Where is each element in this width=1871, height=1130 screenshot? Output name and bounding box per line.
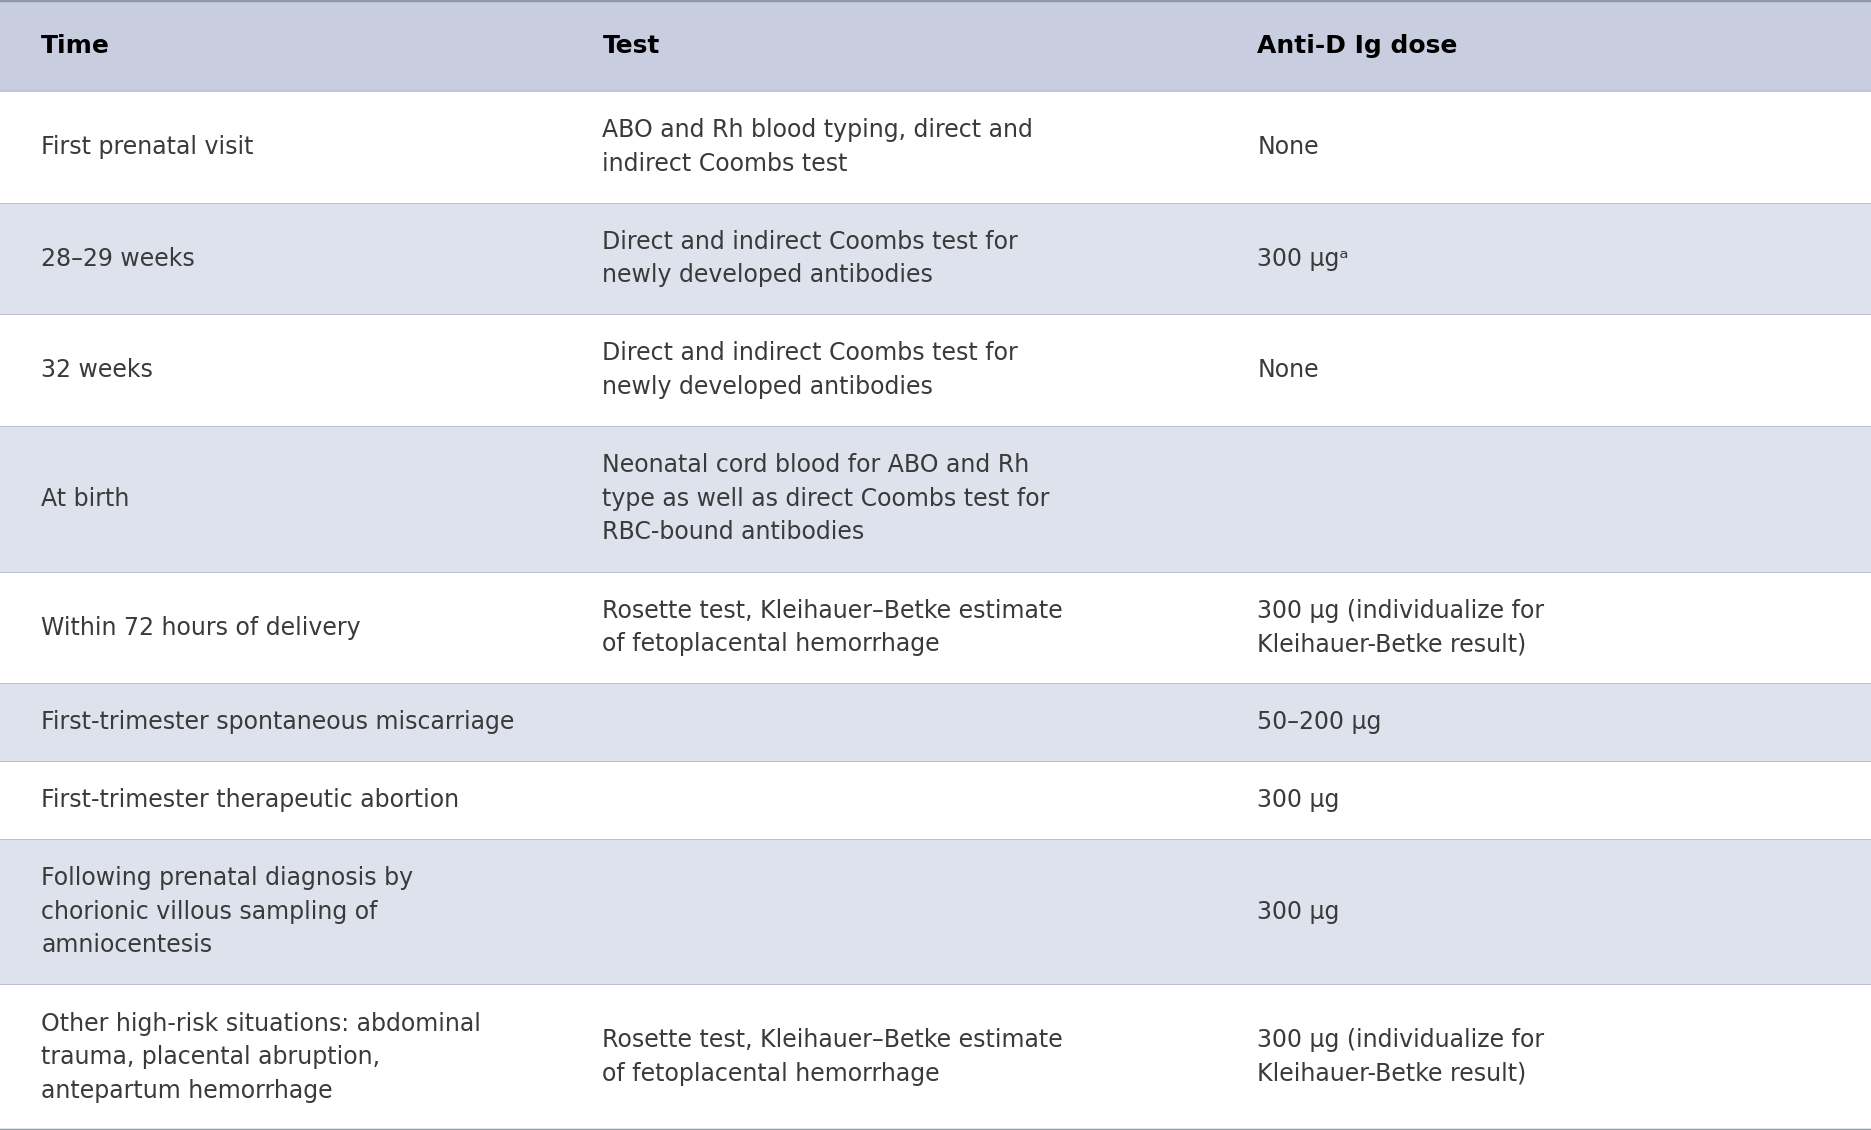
Text: Direct and indirect Coombs test for
newly developed antibodies: Direct and indirect Coombs test for newl… bbox=[602, 229, 1018, 287]
Text: Direct and indirect Coombs test for
newly developed antibodies: Direct and indirect Coombs test for newl… bbox=[602, 341, 1018, 399]
Text: Rosette test, Kleihauer–Betke estimate
of fetoplacental hemorrhage: Rosette test, Kleihauer–Betke estimate o… bbox=[602, 1028, 1063, 1086]
Text: 300 μg (individualize for
Kleihauer-Betke result): 300 μg (individualize for Kleihauer-Betk… bbox=[1257, 1028, 1544, 1086]
Bar bbox=[0, 572, 1871, 684]
Bar bbox=[0, 202, 1871, 314]
Text: ABO and Rh blood typing, direct and
indirect Coombs test: ABO and Rh blood typing, direct and indi… bbox=[602, 119, 1033, 175]
Bar bbox=[0, 0, 1871, 92]
Text: 300 μg: 300 μg bbox=[1257, 788, 1340, 811]
Bar bbox=[0, 760, 1871, 838]
Text: Following prenatal diagnosis by
chorionic villous sampling of
amniocentesis: Following prenatal diagnosis by chorioni… bbox=[41, 866, 413, 957]
Bar bbox=[0, 838, 1871, 984]
Text: None: None bbox=[1257, 358, 1319, 382]
Text: Within 72 hours of delivery: Within 72 hours of delivery bbox=[41, 616, 361, 640]
Text: 300 μgᵃ: 300 μgᵃ bbox=[1257, 246, 1349, 270]
Text: 28–29 weeks: 28–29 weeks bbox=[41, 246, 195, 270]
Text: 300 μg: 300 μg bbox=[1257, 899, 1340, 923]
Text: 32 weeks: 32 weeks bbox=[41, 358, 153, 382]
Text: Neonatal cord blood for ABO and Rh
type as well as direct Coombs test for
RBC-bo: Neonatal cord blood for ABO and Rh type … bbox=[602, 453, 1050, 545]
Text: Test: Test bbox=[602, 34, 660, 58]
Bar bbox=[0, 984, 1871, 1130]
Bar bbox=[0, 92, 1871, 202]
Bar bbox=[0, 684, 1871, 760]
Text: First prenatal visit: First prenatal visit bbox=[41, 134, 254, 159]
Text: First-trimester spontaneous miscarriage: First-trimester spontaneous miscarriage bbox=[41, 710, 515, 734]
Text: 50–200 μg: 50–200 μg bbox=[1257, 710, 1381, 734]
Bar bbox=[0, 314, 1871, 426]
Text: Rosette test, Kleihauer–Betke estimate
of fetoplacental hemorrhage: Rosette test, Kleihauer–Betke estimate o… bbox=[602, 599, 1063, 657]
Text: First-trimester therapeutic abortion: First-trimester therapeutic abortion bbox=[41, 788, 458, 811]
Bar bbox=[0, 426, 1871, 572]
Text: 300 μg (individualize for
Kleihauer-Betke result): 300 μg (individualize for Kleihauer-Betk… bbox=[1257, 599, 1544, 657]
Text: None: None bbox=[1257, 134, 1319, 159]
Text: At birth: At birth bbox=[41, 487, 129, 511]
Text: Other high-risk situations: abdominal
trauma, placental abruption,
antepartum he: Other high-risk situations: abdominal tr… bbox=[41, 1011, 481, 1103]
Text: Anti-D Ig dose: Anti-D Ig dose bbox=[1257, 34, 1458, 58]
Text: Time: Time bbox=[41, 34, 110, 58]
